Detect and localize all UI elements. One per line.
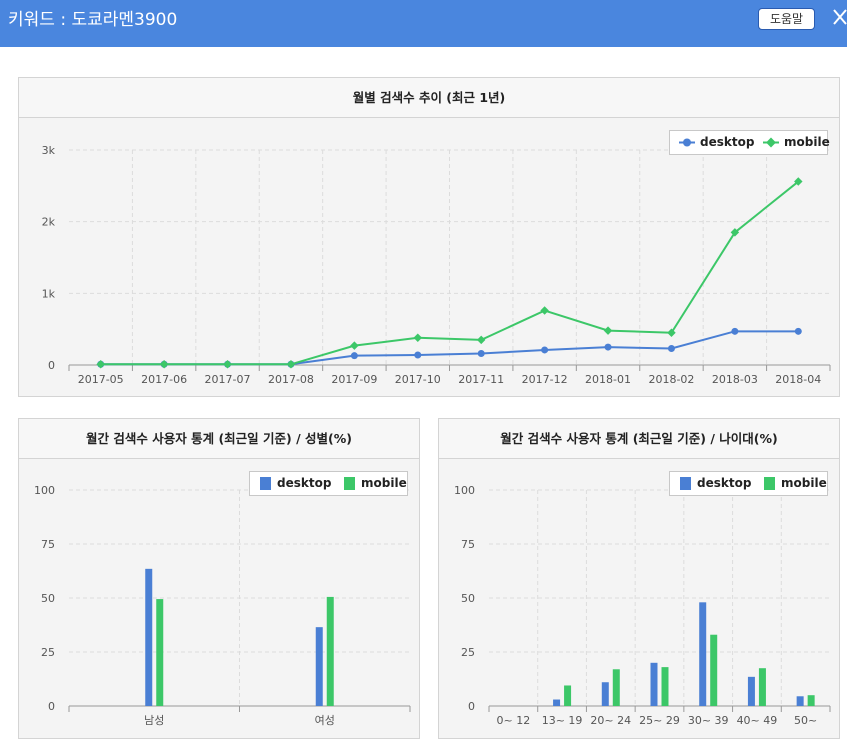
bar-desktop: [747, 676, 755, 706]
bar-mobile: [758, 668, 766, 706]
gender-stats-title: 월간 검색수 사용자 통계 (최근일 기준) / 성별(%): [19, 419, 419, 459]
legend-mobile-label: mobile: [361, 476, 407, 490]
y-tick-label: 25: [41, 646, 55, 659]
x-tick-label: 2017-09: [331, 373, 377, 386]
bar-mobile: [612, 669, 620, 706]
bar-mobile: [156, 599, 164, 706]
data-point-mobile: [667, 328, 676, 337]
x-tick-label: 20~ 24: [590, 714, 631, 727]
age-stats-legend: desktop mobile: [669, 471, 828, 496]
bar-mobile: [326, 596, 334, 706]
x-tick-label: 2017-06: [141, 373, 187, 386]
close-icon[interactable]: [831, 6, 847, 30]
bar-mobile: [661, 667, 669, 706]
data-point-desktop: [414, 351, 422, 359]
x-tick-label: 남성: [144, 714, 164, 727]
bar-mobile: [807, 695, 815, 706]
x-tick-label: 여성: [315, 714, 335, 727]
bar-mobile: [710, 634, 718, 706]
data-point-desktop: [350, 352, 358, 360]
data-point-mobile: [159, 360, 169, 369]
y-tick-label: 50: [461, 592, 475, 605]
bar-desktop: [699, 602, 707, 706]
x-tick-label: 50~: [794, 714, 817, 727]
x-tick-label: 2017-11: [458, 373, 504, 386]
y-tick-label: 75: [461, 538, 475, 551]
x-tick-label: 2017-07: [205, 373, 251, 386]
data-point-mobile: [603, 326, 613, 335]
y-tick-label: 25: [461, 646, 475, 659]
age-stats-panel: 월간 검색수 사용자 통계 (최근일 기준) / 나이대(%) 0 25 50 75 1…: [438, 418, 840, 739]
age-stats-chart: 0 25 50 75 100 0~ 12 13~ 19 20~ 24 25~ 29 30~ 39 4…: [454, 484, 831, 727]
x-tick-label: 2018-01: [585, 373, 631, 386]
x-tick-label: 2018-04: [775, 373, 821, 386]
data-point-mobile: [223, 360, 232, 369]
age-stats-title: 월간 검색수 사용자 통계 (최근일 기준) / 나이대(%): [439, 419, 839, 459]
data-point-desktop: [794, 327, 802, 335]
x-tick-label: 25~ 29: [639, 714, 680, 727]
monthly-trend-panel: 월별 검색수 추이 (최근 1년) 0 1k 2k 3k 2017-05 2017-06 2…: [18, 77, 840, 397]
gender-stats-legend: desktop mobile: [249, 471, 408, 496]
y-tick-label: 1k: [42, 287, 56, 300]
y-tick-label: 0: [468, 700, 475, 713]
page-title: 키워드 : 도쿄라멘3900: [8, 10, 178, 30]
data-point-mobile: [540, 306, 549, 315]
help-button[interactable]: 도움말: [758, 8, 815, 30]
x-tick-label: 30~ 39: [688, 714, 729, 727]
monthly-trend-chart: 0 1k 2k 3k 2017-05 2017-06 2017-07 2017-08 2017-…: [42, 144, 831, 386]
bar-mobile: [564, 685, 572, 706]
bar-desktop: [601, 682, 609, 706]
monthly-trend-title: 월별 검색수 추이 (최근 1년): [19, 78, 839, 118]
x-tick-label: 2017-10: [395, 373, 441, 386]
y-tick-label: 2k: [42, 216, 56, 229]
data-point-mobile: [413, 333, 423, 343]
series-line-mobile: [100, 180, 799, 366]
bar-desktop: [315, 627, 323, 706]
gender-stats-chart: 0 25 50 75 100 남성 여성: [34, 484, 411, 727]
x-tick-label: 2017-12: [522, 373, 568, 386]
x-tick-label: 0~ 12: [496, 714, 530, 727]
legend-desktop-label: desktop: [277, 476, 332, 490]
y-tick-label: 50: [41, 592, 55, 605]
x-tick-label: 40~ 49: [737, 714, 778, 727]
data-point-mobile: [476, 335, 486, 345]
data-point-desktop: [731, 327, 739, 335]
y-tick-label: 3k: [42, 144, 56, 157]
data-point-mobile: [286, 360, 296, 369]
bar-desktop: [553, 699, 561, 706]
data-point-desktop: [477, 350, 485, 358]
data-point-mobile: [96, 360, 105, 369]
monthly-trend-legend: desktop mobile: [669, 130, 830, 155]
y-tick-label: 75: [41, 538, 55, 551]
y-tick-label: 100: [454, 484, 475, 497]
y-tick-label: 0: [48, 359, 55, 372]
legend-mobile-label: mobile: [784, 135, 830, 149]
legend-mobile-label: mobile: [781, 476, 827, 490]
bar-desktop: [145, 568, 153, 706]
legend-desktop-label: desktop: [697, 476, 752, 490]
data-point-desktop: [541, 346, 549, 354]
legend-desktop-label: desktop: [700, 135, 755, 149]
x-tick-label: 13~ 19: [542, 714, 583, 727]
gender-stats-panel: 월간 검색수 사용자 통계 (최근일 기준) / 성별(%) 0 25 50 75 10…: [18, 418, 420, 739]
bar-desktop: [796, 696, 804, 706]
data-point-desktop: [667, 345, 675, 353]
x-tick-label: 2018-03: [712, 373, 758, 386]
data-point-desktop: [604, 343, 612, 351]
data-point-mobile: [350, 341, 359, 350]
x-tick-label: 2018-02: [648, 373, 694, 386]
x-tick-label: 2017-08: [268, 373, 314, 386]
x-tick-label: 2017-05: [78, 373, 124, 386]
bar-desktop: [650, 662, 658, 706]
y-tick-label: 0: [48, 700, 55, 713]
header-bar: 키워드 : 도쿄라멘3900 도움말: [0, 0, 847, 47]
y-tick-label: 100: [34, 484, 55, 497]
